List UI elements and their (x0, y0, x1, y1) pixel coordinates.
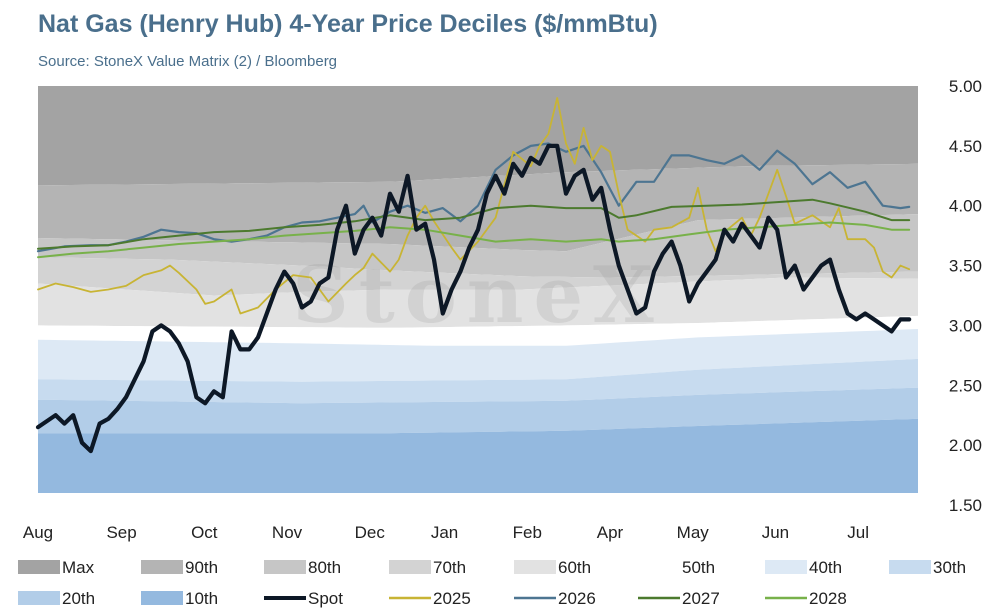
legend-swatch (18, 591, 60, 605)
legend-swatch (18, 560, 60, 574)
chart-title: Nat Gas (Henry Hub) 4-Year Price Deciles… (38, 10, 658, 38)
x-axis-ticks: Aug Sep Oct Nov Dec Jan Feb Apr May Jun Jul (23, 523, 869, 542)
legend-label: 20th (62, 589, 95, 608)
legend-item-10th: 10th (141, 589, 218, 608)
legend-item-60th: 60th (514, 558, 591, 577)
x-tick-label: Dec (355, 523, 386, 542)
band-20th (38, 387, 918, 434)
legend-item-70th: 70th (389, 558, 466, 577)
legend-label: Spot (308, 589, 343, 608)
legend-label: 50th (682, 558, 715, 577)
band-60th (38, 277, 918, 328)
legend-label: 2025 (433, 589, 471, 608)
band-80th (38, 214, 918, 278)
legend-label: 2026 (558, 589, 596, 608)
y-tick-label: 5.00 (949, 77, 982, 96)
series-line-spot (35, 143, 912, 454)
legend-item-90th: 90th (141, 558, 218, 577)
decile-bands (38, 86, 918, 493)
y-tick-label: 4.50 (949, 137, 982, 156)
band-70th (38, 257, 918, 296)
series-line-2027 (37, 198, 911, 250)
legend: Max 90th 80th 70th 60th 50th 40th 30th 20th 10th S… (18, 558, 966, 608)
legend-label: 2028 (809, 589, 847, 608)
legend-swatch (141, 560, 183, 574)
legend-swatch (638, 560, 680, 574)
series-line-2025 (37, 97, 911, 315)
legend-item-2025: 2025 (389, 589, 471, 608)
x-tick-label: May (677, 523, 710, 542)
y-tick-label: 1.50 (949, 496, 982, 515)
legend-swatch (264, 560, 306, 574)
x-tick-label: Apr (597, 523, 624, 542)
series-lines (35, 97, 912, 454)
legend-item-max: Max (18, 558, 95, 577)
x-tick-label: Aug (23, 523, 53, 542)
legend-item-80th: 80th (264, 558, 341, 577)
x-tick-label: Sep (106, 523, 136, 542)
legend-swatch (514, 560, 556, 574)
legend-swatch (765, 560, 807, 574)
legend-item-2028: 2028 (765, 589, 847, 608)
y-tick-label: 2.50 (949, 376, 982, 395)
chart-subtitle: Source: StoneX Value Matrix (2) / Bloomb… (38, 53, 338, 70)
band-10th (38, 418, 918, 493)
series-line-2026 (36, 142, 911, 253)
legend-swatch (141, 591, 183, 605)
x-tick-label: Nov (272, 523, 303, 542)
legend-label: 30th (933, 558, 966, 577)
legend-label: 80th (308, 558, 341, 577)
band-max (38, 86, 918, 186)
legend-item-2027: 2027 (638, 589, 720, 608)
legend-item-40th: 40th (765, 558, 842, 577)
legend-label: Max (62, 558, 95, 577)
x-tick-label: Jul (847, 523, 869, 542)
series-line-2028 (37, 221, 911, 259)
legend-item-20th: 20th (18, 589, 95, 608)
legend-swatch (889, 560, 931, 574)
y-tick-label: 4.00 (949, 197, 982, 216)
legend-label: 40th (809, 558, 842, 577)
watermark: StoneX (292, 250, 663, 341)
x-tick-label: Jan (431, 523, 458, 542)
x-tick-label: Oct (191, 523, 218, 542)
y-tick-label: 3.50 (949, 257, 982, 276)
legend-item-50th: 50th (638, 558, 715, 577)
x-tick-label: Jun (762, 523, 789, 542)
band-40th (38, 329, 918, 382)
legend-label: 90th (185, 558, 218, 577)
legend-label: 70th (433, 558, 466, 577)
y-tick-label: 2.00 (949, 436, 982, 455)
legend-label: 10th (185, 589, 218, 608)
legend-swatch (389, 560, 431, 574)
legend-item-2026: 2026 (514, 589, 596, 608)
band-30th (38, 358, 918, 404)
legend-item-spot: Spot (264, 589, 343, 608)
x-tick-label: Feb (513, 523, 542, 542)
legend-item-30th: 30th (889, 558, 966, 577)
legend-label: 60th (558, 558, 591, 577)
legend-label: 2027 (682, 589, 720, 608)
y-tick-label: 3.00 (949, 316, 982, 335)
y-axis-ticks: 5.00 4.50 4.00 3.50 3.00 2.50 2.00 1.50 (949, 77, 982, 515)
